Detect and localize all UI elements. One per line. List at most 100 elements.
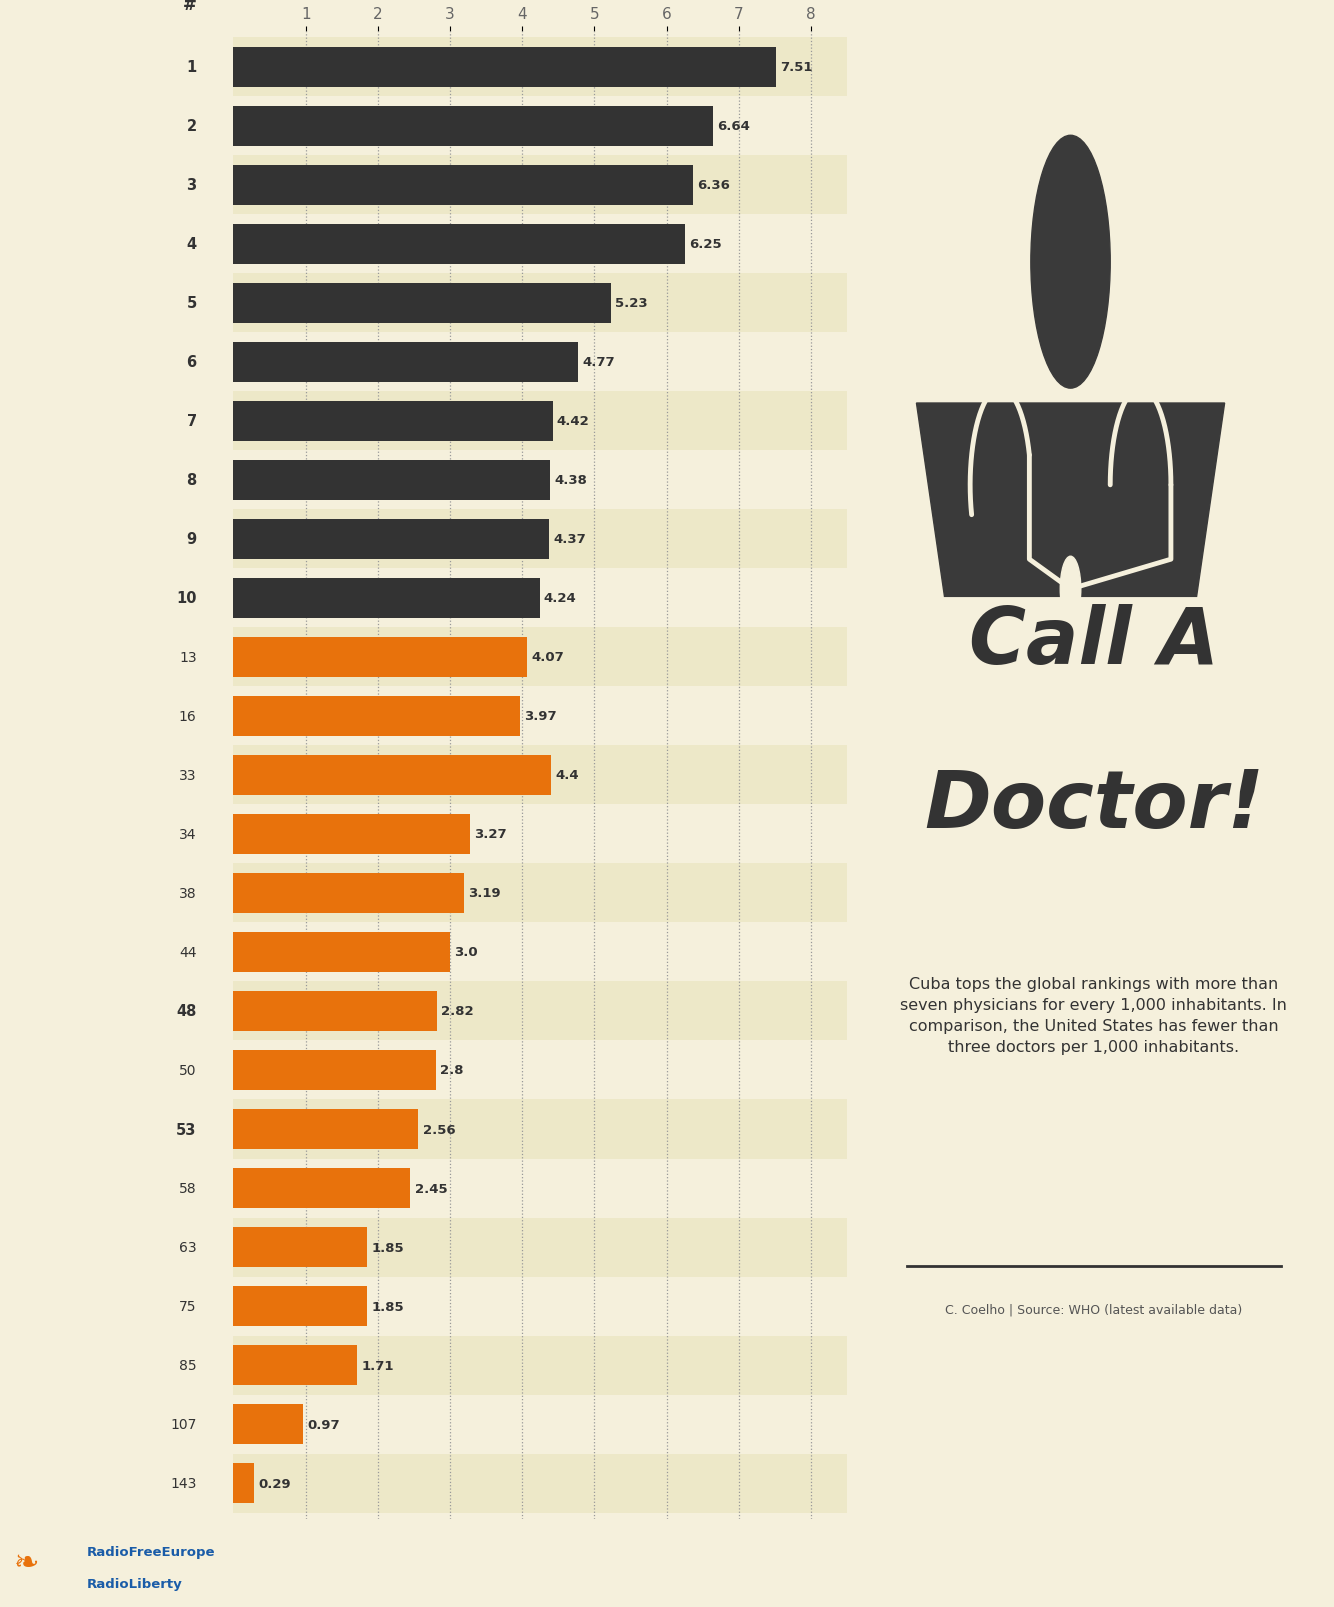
- Bar: [233, 569, 847, 628]
- Text: 13: 13: [179, 651, 196, 664]
- Text: 48: 48: [176, 1004, 196, 1019]
- Bar: [233, 1462, 255, 1503]
- Text: Call A: Call A: [968, 604, 1219, 680]
- Bar: [233, 225, 684, 265]
- Text: 2.45: 2.45: [415, 1181, 447, 1194]
- Text: 7.51: 7.51: [780, 61, 812, 74]
- Text: 5.23: 5.23: [615, 297, 648, 310]
- Bar: [233, 106, 712, 146]
- Bar: [233, 805, 847, 865]
- Text: 4.24: 4.24: [544, 591, 576, 604]
- Text: 4.77: 4.77: [582, 357, 615, 370]
- Text: 9: 9: [187, 532, 196, 546]
- Text: 1.85: 1.85: [371, 1300, 404, 1313]
- Bar: [233, 873, 464, 913]
- Text: 16: 16: [179, 709, 196, 723]
- Bar: [233, 992, 438, 1032]
- Text: 44: 44: [179, 945, 196, 959]
- Text: 3.19: 3.19: [468, 887, 500, 900]
- Text: 34: 34: [179, 828, 196, 842]
- Bar: [233, 1099, 847, 1159]
- Text: 143: 143: [171, 1477, 196, 1490]
- Bar: [233, 509, 847, 569]
- Text: 4.07: 4.07: [532, 651, 564, 664]
- Text: ❧: ❧: [13, 1548, 39, 1578]
- Bar: [233, 815, 470, 855]
- Bar: [233, 1335, 847, 1395]
- Bar: [233, 283, 611, 323]
- Bar: [233, 579, 539, 619]
- Bar: [233, 333, 847, 392]
- Text: 75: 75: [179, 1300, 196, 1313]
- Text: 53: 53: [176, 1122, 196, 1136]
- Bar: [233, 1395, 847, 1454]
- Text: 0.29: 0.29: [259, 1477, 291, 1490]
- Bar: [233, 1286, 367, 1326]
- Bar: [233, 519, 548, 559]
- Bar: [233, 1218, 847, 1278]
- Bar: [233, 1159, 847, 1218]
- Circle shape: [1061, 558, 1081, 622]
- Bar: [233, 392, 847, 452]
- Text: 6.36: 6.36: [696, 178, 730, 191]
- Text: 0.97: 0.97: [308, 1417, 340, 1430]
- Text: 10: 10: [176, 591, 196, 606]
- Bar: [233, 156, 847, 215]
- Text: 1: 1: [187, 59, 196, 76]
- Text: Cuba tops the global rankings with more than
seven physicians for every 1,000 in: Cuba tops the global rankings with more …: [900, 975, 1287, 1054]
- Text: 2.56: 2.56: [423, 1123, 455, 1136]
- Bar: [233, 1228, 367, 1268]
- Bar: [233, 932, 450, 972]
- Text: Doctor!: Doctor!: [924, 767, 1263, 844]
- Bar: [233, 452, 847, 509]
- Bar: [233, 1109, 419, 1149]
- Text: 4.38: 4.38: [554, 474, 587, 487]
- Bar: [233, 1041, 847, 1099]
- Bar: [233, 342, 578, 382]
- Bar: [233, 96, 847, 156]
- Bar: [233, 48, 775, 88]
- Bar: [233, 982, 847, 1041]
- Bar: [233, 1454, 847, 1512]
- Bar: [233, 1405, 303, 1445]
- Text: 107: 107: [171, 1417, 196, 1432]
- Text: 3: 3: [187, 178, 196, 193]
- Text: RadioFreeEurope: RadioFreeEurope: [87, 1546, 215, 1559]
- Text: 2.8: 2.8: [440, 1064, 463, 1077]
- Text: RadioLiberty: RadioLiberty: [87, 1576, 183, 1589]
- Text: 2.82: 2.82: [442, 1004, 474, 1017]
- Text: 4.37: 4.37: [554, 534, 586, 546]
- Text: 6: 6: [187, 355, 196, 370]
- Bar: [233, 1051, 436, 1091]
- Text: 58: 58: [179, 1181, 196, 1196]
- Bar: [233, 1345, 358, 1385]
- Text: 7: 7: [187, 415, 196, 429]
- Text: C. Coelho | Source: WHO (latest available data): C. Coelho | Source: WHO (latest availabl…: [946, 1303, 1242, 1316]
- Text: 3.0: 3.0: [455, 947, 478, 959]
- Bar: [233, 755, 551, 795]
- Bar: [233, 686, 847, 746]
- Bar: [233, 922, 847, 982]
- Text: 63: 63: [179, 1241, 196, 1255]
- Bar: [233, 1168, 411, 1208]
- Text: 2: 2: [187, 119, 196, 133]
- Bar: [233, 696, 520, 736]
- Bar: [233, 865, 847, 922]
- Text: #: #: [183, 0, 196, 14]
- Bar: [233, 638, 527, 678]
- Text: 50: 50: [179, 1064, 196, 1077]
- Bar: [233, 166, 692, 206]
- Text: 3.97: 3.97: [524, 710, 558, 723]
- Bar: [233, 273, 847, 333]
- Text: 33: 33: [179, 768, 196, 783]
- Text: 6.25: 6.25: [688, 238, 722, 251]
- Text: 8: 8: [187, 472, 196, 489]
- Bar: [233, 402, 552, 442]
- Text: 3.27: 3.27: [474, 828, 507, 840]
- Text: 6.64: 6.64: [718, 121, 750, 133]
- Bar: [233, 215, 847, 273]
- Bar: [233, 460, 550, 500]
- Text: 85: 85: [179, 1358, 196, 1372]
- Bar: [233, 628, 847, 686]
- Text: 4: 4: [187, 236, 196, 252]
